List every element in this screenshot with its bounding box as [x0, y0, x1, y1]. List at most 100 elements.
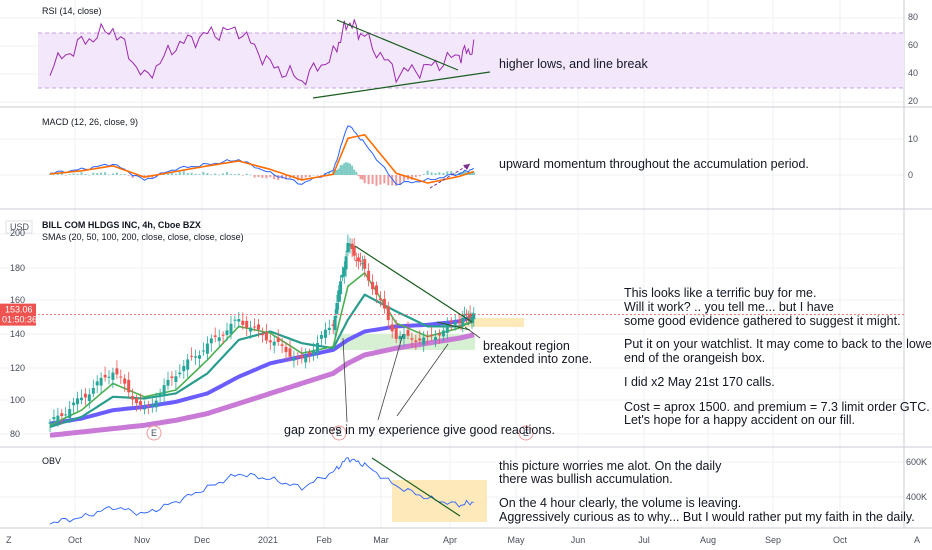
macd-hist-bar-19 [123, 174, 126, 175]
earnings-marker-1[interactable]: E [146, 425, 162, 441]
candle-body [194, 356, 198, 358]
candle-54 [260, 327, 264, 343]
candle-body [119, 376, 123, 378]
candle-body [470, 317, 474, 321]
earnings-marker-3[interactable]: E [518, 425, 534, 441]
zoom-corner-left[interactable]: Z [6, 535, 12, 545]
obv-tick-400k: 400K [906, 492, 927, 502]
candle-body [225, 330, 229, 335]
auto-scale-corner-right[interactable]: A [914, 535, 920, 545]
gap-zone-arrows [342, 333, 449, 423]
candle-104 [426, 330, 430, 345]
macd-hist-bar-31 [170, 172, 173, 175]
price-tick-200: 200 [10, 228, 25, 238]
rsi-tick-20: 20 [908, 96, 918, 106]
macd-hist-bar-32 [174, 173, 177, 175]
candle-body [361, 263, 365, 265]
candle-body [354, 259, 358, 261]
macd-signal-line [49, 133, 475, 184]
last-price-value: 153.06 [5, 305, 33, 315]
candle-body [430, 334, 434, 337]
candle-body [142, 408, 146, 410]
currency-button[interactable]: USD [5, 220, 33, 234]
obv-annotation: this picture worries me alot. On the dai… [499, 459, 915, 524]
candle-body [162, 385, 166, 397]
macd-hist-bar-5 [68, 174, 71, 175]
candle-body [339, 281, 343, 295]
candle-28 [158, 388, 162, 405]
candle-body [437, 333, 441, 336]
candle-body [359, 260, 362, 262]
candle-78 [342, 261, 346, 284]
candle-17 [115, 360, 119, 380]
macd-hist-bar-4 [64, 175, 67, 176]
rsi-panel[interactable]: RSI (14, close) 80 60 40 20 higher lows,… [38, 6, 918, 106]
macd-panel[interactable]: MACD (12, 26, close, 9) 10 0 upward mome… [42, 117, 918, 189]
macd-hist-bar-44 [222, 173, 225, 175]
macd-hist-bar-57 [273, 175, 276, 180]
candle-body [378, 298, 382, 301]
time-label-9: Jul [638, 535, 650, 545]
candle-20 [127, 371, 131, 398]
candle-15 [107, 370, 111, 385]
candle-46 [229, 315, 233, 340]
candle-body [304, 355, 308, 363]
rsi-overbought-oversold-band [38, 33, 904, 88]
macd-hist-bar-97 [399, 175, 402, 185]
candle-8 [80, 389, 83, 405]
candle-body [241, 320, 245, 325]
candle-2 [56, 407, 60, 427]
svg-text:On the 4 hour clearly, the vol: On the 4 hour clearly, the volume is lea… [499, 496, 741, 510]
earnings-marker-2[interactable]: E [331, 425, 347, 441]
macd-hist-bar-30 [167, 173, 169, 175]
macd-hist-bar-40 [206, 173, 209, 175]
macd-hist-bar-88 [363, 175, 366, 184]
candle-35 [186, 354, 190, 378]
candle-33 [178, 364, 182, 378]
svg-text:Cost = aprox 1500. and premium: Cost = aprox 1500. and premium = 7.3 lim… [624, 400, 930, 414]
thesis-annotation: This looks like a terrific buy for me. W… [624, 286, 932, 427]
time-label-7: May [507, 535, 525, 545]
macd-hist-bar-14 [104, 172, 107, 175]
macd-hist-bar-47 [233, 174, 236, 175]
candle-75 [337, 285, 341, 310]
candle-72 [331, 319, 335, 335]
macd-hist-bar-43 [218, 174, 221, 176]
candle-93 [382, 290, 386, 314]
time-label-8: Jun [571, 535, 586, 545]
candle-63 [296, 352, 300, 366]
macd-hist-bar-48 [237, 173, 240, 175]
candle-108 [441, 322, 445, 342]
obv-panel[interactable]: OBV 600K 400K this picture worries me al… [42, 456, 927, 525]
candle-body [350, 243, 354, 249]
candle-45 [225, 322, 229, 341]
candle-96 [394, 319, 398, 344]
candle-60 [284, 342, 288, 361]
candle-body [472, 313, 476, 320]
macd-hist-bar-65 [304, 175, 307, 178]
macd-hist-bar-108 [442, 173, 445, 175]
candle-body [466, 317, 470, 319]
macd-hist-bar-107 [438, 172, 441, 175]
macd-hist-bar-49 [241, 175, 244, 176]
candle-body [260, 333, 264, 336]
panel-dividers [0, 0, 932, 529]
candle-body [233, 319, 237, 321]
candle-body [257, 324, 260, 330]
candle-body [135, 398, 138, 404]
macd-hist-bar-67 [312, 174, 315, 176]
candle-61 [288, 340, 292, 362]
candle-body [422, 337, 426, 345]
candle-body [280, 344, 284, 346]
price-panel[interactable]: BILL COM HLDGS INC, 4h, Cboe BZX SMAs (2… [0, 220, 932, 441]
candle-body [237, 319, 241, 322]
candle-body [229, 323, 233, 334]
candle-body [158, 393, 162, 397]
time-axis[interactable]: Oct Nov Dec 2021 Feb Mar Apr May Jun Jul Aug Sep Oct [68, 535, 848, 545]
candle-103 [422, 331, 426, 352]
candle-body [72, 402, 76, 406]
macd-hist-bar-13 [100, 172, 103, 175]
candle-body [146, 405, 150, 407]
candle-body [170, 376, 174, 378]
